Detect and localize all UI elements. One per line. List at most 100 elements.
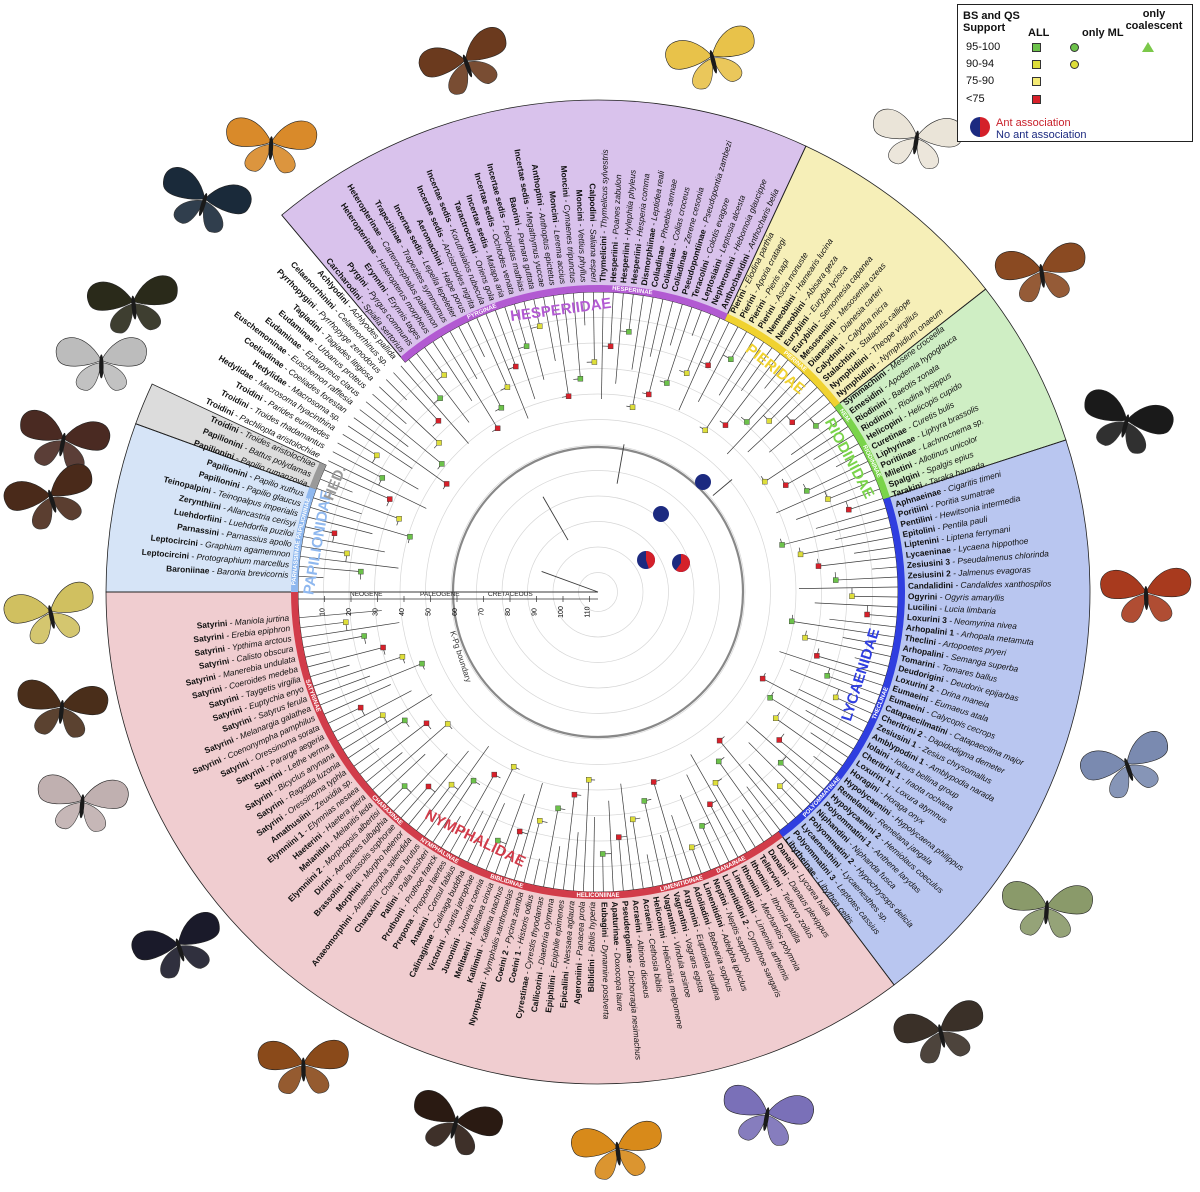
support-node	[846, 506, 852, 513]
butterfly-photo	[1002, 881, 1093, 938]
tip-tribe: Acraeini	[630, 899, 644, 933]
support-node	[766, 418, 772, 424]
branch	[851, 595, 898, 598]
branch	[701, 825, 721, 867]
branch	[848, 498, 884, 510]
support-node	[399, 654, 406, 660]
sector-divider	[839, 288, 986, 404]
support-node	[705, 362, 711, 369]
branch	[615, 293, 624, 384]
branch	[494, 310, 517, 367]
ancestral-state-pies	[637, 474, 711, 572]
family-label-hedylidae: HED.	[320, 463, 349, 503]
branch	[653, 781, 683, 880]
support-node	[776, 737, 782, 743]
hindwing-right	[1041, 271, 1070, 298]
branch	[679, 794, 712, 871]
branch	[718, 336, 756, 396]
branch	[476, 317, 508, 388]
branch	[385, 785, 405, 805]
branch	[365, 401, 443, 465]
tip-tribe: Leptocircini	[141, 547, 189, 561]
support-node	[767, 695, 773, 701]
hindwing-left	[920, 1031, 942, 1064]
branch	[458, 810, 484, 858]
support-node	[616, 834, 622, 840]
support-node	[702, 427, 708, 434]
branch	[328, 460, 427, 509]
body	[48, 489, 57, 513]
branch	[762, 678, 864, 732]
body	[1121, 414, 1129, 438]
branch	[303, 536, 385, 553]
hindwing-left	[32, 496, 53, 530]
timescale-tick-label: 70	[479, 608, 486, 616]
legend-ant-label: Ant association	[996, 117, 1071, 129]
branch	[299, 610, 382, 619]
forewing-right	[100, 337, 147, 367]
support-node	[779, 542, 785, 548]
backbone-branch	[712, 479, 733, 496]
legend-triangle-green	[1142, 42, 1154, 52]
support-node	[689, 844, 695, 851]
forewing-left	[257, 1041, 304, 1071]
support-node	[498, 405, 505, 411]
branch	[631, 295, 644, 370]
legend-square-green	[1032, 43, 1041, 52]
hindwing-right	[916, 138, 939, 169]
tip-tribe: Acraeini	[641, 898, 656, 932]
hindwing-left	[1109, 765, 1130, 799]
tip-tribe: Candalidini	[908, 580, 953, 591]
forewing-right	[82, 779, 129, 809]
branch	[842, 637, 894, 648]
branch	[746, 721, 825, 790]
branch	[806, 460, 869, 492]
hindwing-right	[81, 801, 106, 832]
branch	[800, 536, 894, 555]
support-node	[832, 694, 839, 701]
legend-col-coalescent: only coalescent	[1116, 8, 1192, 32]
butterfly-photo	[418, 27, 507, 95]
tip-tribe: Zesiusini 2	[907, 569, 951, 581]
hindwing-left	[244, 143, 272, 172]
tip-species: - Vettius phyllus	[576, 221, 589, 283]
forewing-left	[571, 1128, 618, 1158]
branch	[798, 688, 869, 724]
branch	[316, 487, 400, 520]
forewing-left	[995, 251, 1042, 281]
tree-branches	[298, 292, 898, 892]
tip-label: Lucilini - Lucia limbaria	[907, 602, 996, 616]
branch	[691, 310, 702, 336]
tip-label: Moncini - Vettius phyllus	[574, 189, 589, 283]
branch	[648, 301, 674, 395]
branch	[467, 321, 485, 358]
tip-species: - Poanes zabulon	[610, 174, 623, 242]
subfamily-label: HESPERIINAE	[612, 286, 653, 297]
branch	[440, 816, 461, 848]
support-node	[650, 779, 657, 785]
branch	[643, 800, 664, 885]
support-node	[712, 780, 719, 786]
support-node	[789, 419, 795, 425]
forewing-left	[414, 1090, 457, 1123]
branch	[300, 555, 399, 569]
support-node	[599, 851, 606, 857]
tip-tribe: Theclini	[904, 633, 937, 648]
branch	[602, 853, 604, 892]
hindwing-left	[1019, 907, 1048, 936]
branch	[307, 516, 373, 535]
branch	[313, 497, 362, 515]
branch	[741, 347, 773, 392]
sector-divider	[727, 145, 807, 314]
forewing-right	[49, 581, 94, 613]
branch	[393, 372, 439, 422]
branch	[618, 837, 624, 891]
support-node	[744, 419, 750, 425]
branch	[313, 656, 403, 687]
support-nodes	[331, 323, 870, 857]
tip-label: Ageroniini - Panacea prola	[572, 901, 587, 1005]
branch	[827, 479, 877, 500]
support-node	[402, 717, 408, 724]
branch	[476, 803, 505, 867]
branch	[686, 313, 712, 374]
